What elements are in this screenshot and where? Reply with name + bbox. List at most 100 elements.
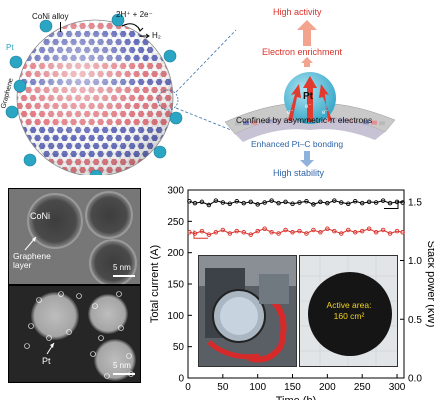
data-point xyxy=(241,230,246,235)
electron-label-3: e⁻ xyxy=(322,110,329,116)
x-axis-label: Time (h) xyxy=(276,395,317,400)
coni-alloy-label: CoNi alloy xyxy=(32,12,69,21)
pt-particle xyxy=(5,105,19,119)
data-point xyxy=(346,227,351,233)
pt-particle xyxy=(23,153,37,167)
pt-particle xyxy=(169,111,183,125)
data-point xyxy=(199,228,205,234)
y-right-tick-label: 0.5 xyxy=(408,315,422,326)
data-point xyxy=(318,199,323,205)
membrane-photo xyxy=(299,255,398,367)
pt-ring xyxy=(46,335,52,341)
sheet-tile xyxy=(371,120,377,125)
data-point xyxy=(400,200,405,205)
series-line xyxy=(189,228,403,236)
up-arrow-red xyxy=(297,20,317,46)
sheet-tile xyxy=(251,120,257,125)
data-point xyxy=(366,226,372,232)
data-point xyxy=(192,200,198,206)
data-point xyxy=(248,232,253,237)
high-activity-label: High activity xyxy=(273,7,322,17)
tem-image-bottom xyxy=(8,285,141,383)
data-point xyxy=(318,230,323,235)
data-point xyxy=(213,230,219,235)
pt-ring xyxy=(126,353,132,359)
zoom-lines xyxy=(175,29,237,133)
y-left-tick-label: 200 xyxy=(167,248,184,259)
enhanced-bonding-label: Enhanced Pt–C bonding xyxy=(251,139,344,149)
tem-top-scale-label: 5 nm xyxy=(113,263,131,272)
pt-ring xyxy=(98,335,104,341)
tem-bottom-scale-bar xyxy=(113,373,135,375)
pt-particle xyxy=(153,145,167,159)
pt-ring xyxy=(104,373,110,379)
data-point xyxy=(387,231,393,236)
pt-label: Pt xyxy=(6,43,14,52)
data-point xyxy=(387,200,393,206)
x-tick-label: 300 xyxy=(389,382,406,393)
data-point xyxy=(332,228,337,234)
x-tick-label: 150 xyxy=(284,382,301,393)
x-tick-label: 0 xyxy=(185,382,191,393)
electron-label-2: e⁻ xyxy=(305,104,312,110)
pt-particle xyxy=(89,169,103,175)
data-point xyxy=(304,199,309,204)
up-arrow-red-2 xyxy=(301,57,313,67)
data-point xyxy=(206,202,212,208)
y-left-tick-label: 50 xyxy=(173,342,185,353)
data-point xyxy=(187,199,192,204)
data-point xyxy=(206,232,212,237)
data-point xyxy=(352,199,358,204)
data-point xyxy=(255,228,260,234)
pt-particles xyxy=(5,13,183,175)
electron-label-1: e⁻ xyxy=(287,110,294,116)
tem-coni-label: CoNi xyxy=(30,211,51,221)
high-stability-label: High stability xyxy=(273,168,325,178)
data-point xyxy=(192,231,198,236)
data-point xyxy=(346,201,351,207)
data-point xyxy=(359,200,365,206)
coni-alloy-pointer xyxy=(60,22,61,32)
y-left-tick-label: 0 xyxy=(178,374,184,385)
pt-ring xyxy=(24,343,30,349)
data-point xyxy=(290,201,295,207)
x-tick-label: 200 xyxy=(319,382,336,393)
data-point xyxy=(297,228,302,234)
data-point xyxy=(311,227,316,233)
pt-ring xyxy=(90,351,96,357)
x-tick-label: 100 xyxy=(249,382,266,393)
y-right-tick-label: 1.5 xyxy=(408,197,422,208)
data-point xyxy=(290,230,295,235)
y-left-tick-label: 100 xyxy=(167,311,184,322)
y-right-tick-label: 1.0 xyxy=(408,256,422,267)
pt-particle xyxy=(13,79,27,93)
data-point xyxy=(199,199,205,205)
pt-ring xyxy=(92,303,98,309)
data-point xyxy=(297,200,302,205)
sheet-tile xyxy=(363,120,369,125)
data-point xyxy=(325,200,330,206)
tem-pt-label: Pt xyxy=(42,356,51,366)
data-point xyxy=(269,230,274,235)
y-left-tick-label: 250 xyxy=(167,217,184,228)
data-point xyxy=(241,200,246,206)
stability-chart: 0 50 100 150 200 250 3000501001502002503000.00… xyxy=(149,186,434,400)
data-point xyxy=(276,231,281,236)
confined-label: Confined by asymmetric π electrons xyxy=(236,115,373,125)
data-point xyxy=(373,230,379,235)
pt-particle xyxy=(163,49,177,63)
data-point xyxy=(220,227,226,233)
tem-bottom-scale-label: 5 nm xyxy=(113,361,131,370)
pt-ring xyxy=(76,293,82,299)
sheet-tile xyxy=(379,121,385,126)
data-point xyxy=(234,228,240,234)
pt-ring xyxy=(66,329,72,335)
data-point xyxy=(373,200,379,205)
data-point xyxy=(283,199,288,205)
black-axis-indicator xyxy=(384,200,399,210)
y-left-axis-label: Total current (A) xyxy=(149,245,161,323)
tem-graphene-arrow xyxy=(24,236,37,251)
sheet-tile xyxy=(355,119,361,124)
data-point xyxy=(269,198,274,203)
data-point xyxy=(352,230,358,235)
